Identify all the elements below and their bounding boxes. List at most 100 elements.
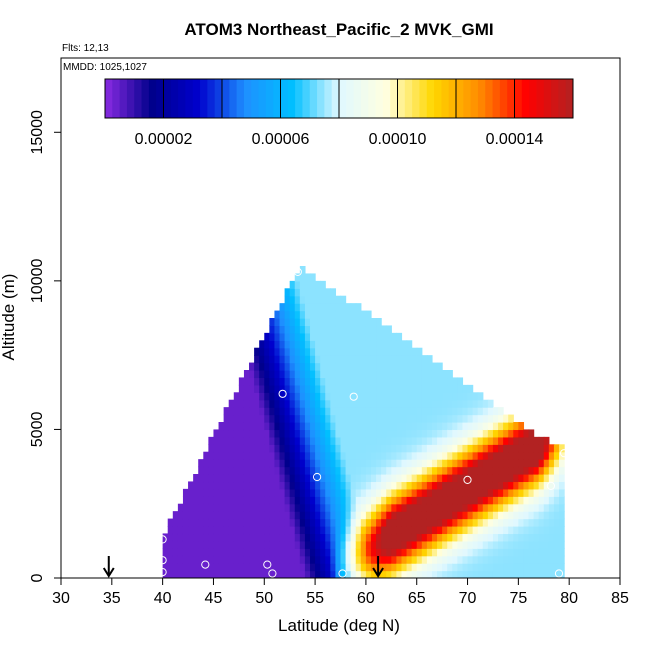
heatmap-cell [264,340,270,349]
heatmap-cell [462,384,469,393]
heatmap-cell [304,488,311,497]
heatmap-cell [330,392,337,401]
heatmap-cell [523,444,530,453]
heatmap-cell [188,540,194,549]
heatmap-cell [447,436,453,445]
heatmap-cell [193,548,199,557]
heatmap-cell [279,496,286,505]
heatmap-cell [203,540,209,549]
heatmap-cell [401,355,408,364]
heatmap-cell [498,474,504,483]
heatmap-cell [350,459,357,468]
heatmap-cell [447,384,453,393]
heatmap-cell [487,451,494,460]
heatmap-cell [243,555,250,564]
heatmap-cell [284,518,291,527]
colorbar-segment [236,79,245,118]
heatmap-cell [548,488,555,497]
heatmap-cell [401,347,408,356]
heatmap-cell [533,548,540,557]
heatmap-cell [299,310,306,319]
heatmap-cell [325,548,331,557]
heatmap-cell [335,295,342,304]
heatmap-cell [487,466,494,475]
heatmap-cell [416,451,423,460]
heatmap-cell [345,310,352,319]
heatmap-cell [523,540,530,549]
heatmap-cell [365,325,372,334]
heatmap-cell [259,392,265,401]
heatmap-cell [264,444,270,453]
heatmap-cell [259,511,265,520]
heatmap-cell [249,459,255,468]
heatmap-cell [208,555,215,564]
heatmap-cell [340,518,347,527]
heatmap-cell [172,526,179,535]
heatmap-cell [386,444,392,453]
heatmap-cell [243,436,250,445]
x-tick-label: 85 [611,590,629,607]
heatmap-cell [472,533,479,542]
heatmap-cell [223,466,230,475]
heatmap-cell [289,481,296,490]
heatmap-cell [193,533,199,542]
heatmap-cell [553,488,560,497]
heatmap-cell [386,347,392,356]
heatmap-cell [335,496,342,505]
heatmap-cell [381,496,387,505]
heatmap-cell [360,347,367,356]
heatmap-cell [513,563,519,572]
heatmap-cell [310,474,316,483]
heatmap-cell [396,407,403,416]
heatmap-cell [376,540,382,549]
heatmap-cell [223,518,230,527]
heatmap-cell [548,563,555,572]
heatmap-cell [365,422,372,431]
heatmap-cell [533,511,540,520]
heatmap-cell [528,503,535,512]
heatmap-cell [279,310,286,319]
heatmap-cell [279,325,286,334]
heatmap-cell [381,466,387,475]
heatmap-cell [320,533,326,542]
heatmap-cell [249,370,255,379]
heatmap-cell [401,340,408,349]
heatmap-cell [503,429,509,438]
heatmap-cell [304,280,311,289]
heatmap-cell [325,347,331,356]
heatmap-cell [254,466,260,475]
heatmap-cell [330,444,337,453]
heatmap-cell [315,526,321,535]
heatmap-cell [406,474,413,483]
heatmap-cell [457,511,464,520]
heatmap-cell [381,399,387,408]
heatmap-cell [452,555,458,564]
heatmap-cell [492,496,499,505]
heatmap-cell [310,318,316,327]
heatmap-cell [543,474,550,483]
heatmap-cell [386,563,392,572]
heatmap-cell [208,444,215,453]
heatmap-cell [182,511,189,520]
heatmap-cell [218,563,225,572]
heatmap-cell [462,451,469,460]
heatmap-cell [559,540,565,549]
heatmap-cell [487,511,494,520]
heatmap-cell [431,392,438,401]
heatmap-cell [452,540,458,549]
heatmap-cell [447,407,453,416]
heatmap-cell [487,399,494,408]
heatmap-cell [325,310,331,319]
heatmap-cell [416,488,423,497]
heatmap-cell [284,347,291,356]
heatmap-cell [299,347,306,356]
heatmap-cell [284,526,291,535]
heatmap-cell [289,414,296,423]
heatmap-cell [335,533,342,542]
heatmap-cell [360,526,367,535]
heatmap-cell [274,548,281,557]
heatmap-cell [559,533,565,542]
heatmap-cell [325,422,331,431]
heatmap-cell [350,481,357,490]
